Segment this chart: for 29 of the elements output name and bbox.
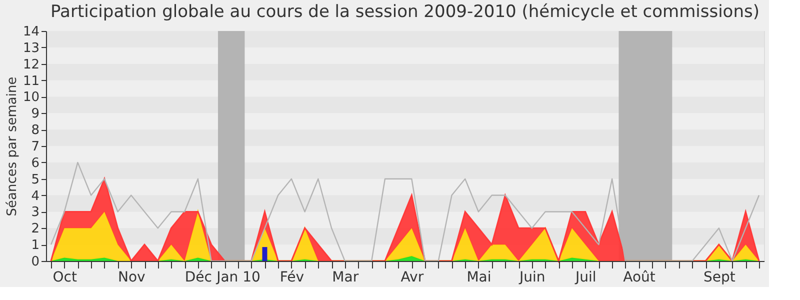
- y-tick-label: 14: [22, 24, 40, 40]
- chart-title: Participation globale au cours de la session 2009-2010 (hémicycle et commissions): [50, 2, 760, 22]
- y-tick-label: 6: [31, 156, 40, 171]
- y-tick-label: 0: [31, 254, 40, 270]
- x-tick-label: Juin: [518, 270, 546, 286]
- y-tick-label: 12: [22, 57, 40, 72]
- y-tick-label: 7: [31, 140, 40, 154]
- x-tick-label: Fév: [280, 270, 304, 286]
- y-tick-label: 13: [22, 40, 40, 56]
- x-tick-label: Avr: [400, 270, 424, 286]
- x-tick-label: Jan 10: [216, 270, 260, 286]
- y-tick-label: 2: [31, 222, 40, 237]
- y-axis-title: Séances par semaine: [4, 76, 20, 216]
- x-tick-label: Sept: [703, 270, 736, 286]
- x-tick-label: Nov: [118, 270, 146, 286]
- y-tick-label: 11: [22, 74, 40, 89]
- y-tick-label: 5: [31, 172, 40, 188]
- y-tick-label: 10: [22, 90, 40, 106]
- x-tick-label: Août: [623, 270, 656, 286]
- y-tick-label: 9: [31, 106, 40, 122]
- y-tick-label: 1: [31, 238, 40, 254]
- x-tick-label: Déc: [184, 270, 212, 286]
- y-tick-label: 3: [31, 205, 40, 220]
- x-tick-label: Mai: [466, 270, 492, 286]
- x-tick-label: Oct: [52, 270, 78, 286]
- y-tick-label: 8: [31, 123, 40, 138]
- y-tick-label: 4: [31, 188, 40, 204]
- x-tick-label: Mar: [332, 270, 359, 286]
- x-tick-label: Juil: [574, 270, 596, 286]
